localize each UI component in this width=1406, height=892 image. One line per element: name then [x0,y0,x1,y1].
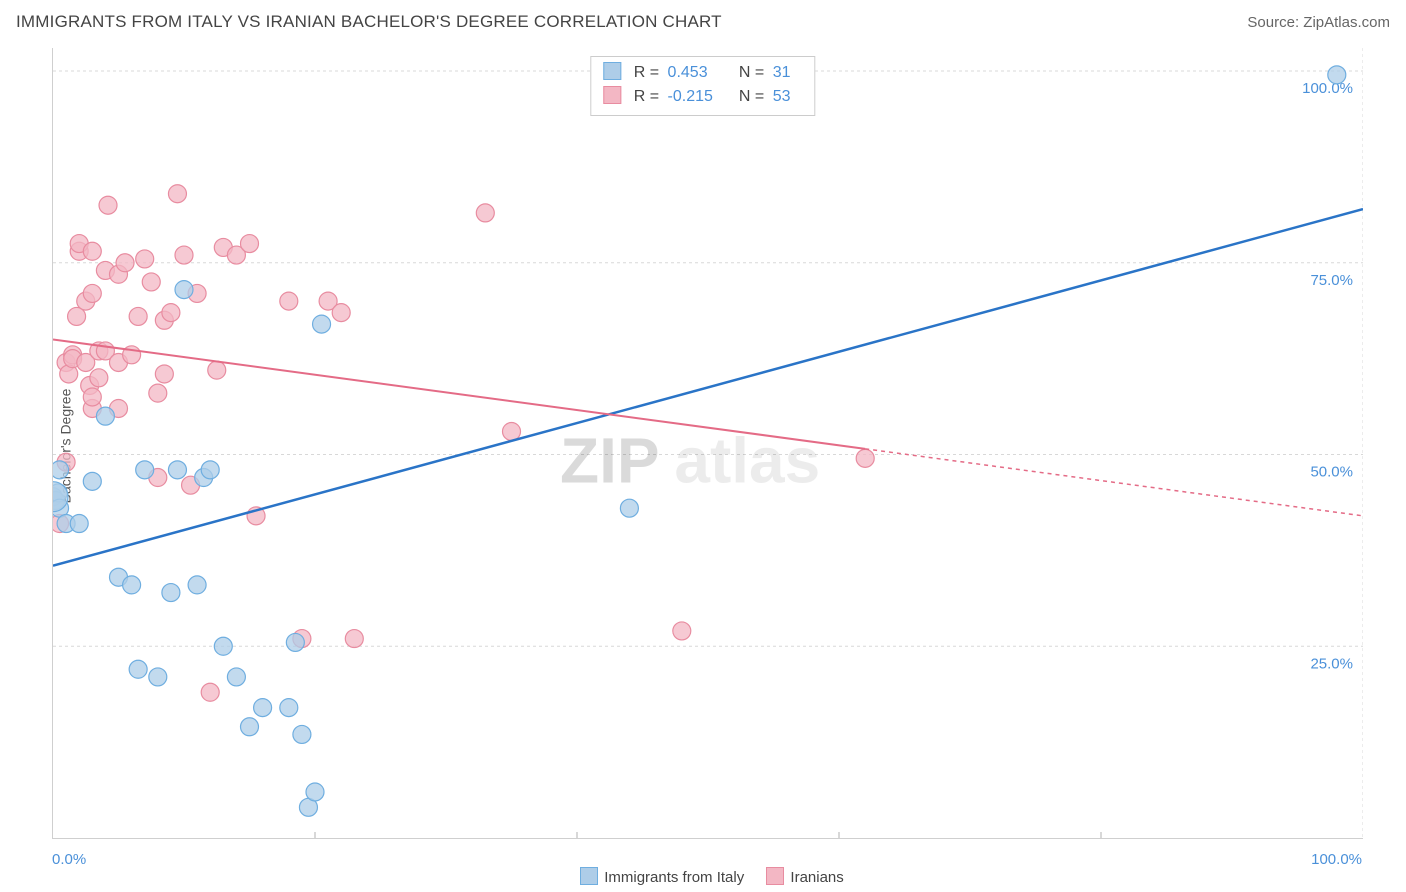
svg-text:atlas: atlas [674,425,820,497]
legend-swatch-1 [580,867,598,885]
legend-label-1: Immigrants from Italy [604,869,744,886]
correlation-row-2: R = -0.215 N = 53 [603,85,802,109]
svg-text:50.0%: 50.0% [1310,464,1353,481]
source-attribution: Source: ZipAtlas.com [1247,14,1390,31]
r-value-1: 0.453 [668,61,726,85]
title-bar: IMMIGRANTS FROM ITALY VS IRANIAN BACHELO… [16,12,1390,32]
legend-label-2: Iranians [790,869,843,886]
plot-area: 25.0% 50.0% 75.0% 100.0% atlasZIP [52,48,1363,839]
swatch-series-1 [603,62,621,80]
source-value: ZipAtlas.com [1303,14,1390,31]
chart-svg: 25.0% 50.0% 75.0% 100.0% atlasZIP [53,48,1363,838]
correlation-row-1: R = 0.453 N = 31 [603,61,802,85]
swatch-series-2 [603,86,621,104]
bottom-legend: Immigrants from Italy Iranians [0,867,1406,886]
svg-text:ZIP: ZIP [560,425,660,497]
n-value-2: 53 [773,85,803,109]
x-tick-0: 0.0% [52,851,86,868]
n-label: N = [730,64,769,81]
legend-swatch-2 [766,867,784,885]
chart-title: IMMIGRANTS FROM ITALY VS IRANIAN BACHELO… [16,12,722,32]
n-label: N = [730,88,769,105]
x-tick-100: 100.0% [1311,851,1362,868]
r-value-2: -0.215 [668,85,726,109]
n-value-1: 31 [773,61,803,85]
r-label: R = [634,64,664,81]
svg-text:25.0%: 25.0% [1310,655,1353,672]
svg-text:100.0%: 100.0% [1302,80,1353,97]
svg-text:75.0%: 75.0% [1310,272,1353,289]
r-label: R = [634,88,664,105]
correlation-box: R = 0.453 N = 31 R = -0.215 N = 53 [590,56,815,116]
source-label: Source: [1247,14,1303,31]
